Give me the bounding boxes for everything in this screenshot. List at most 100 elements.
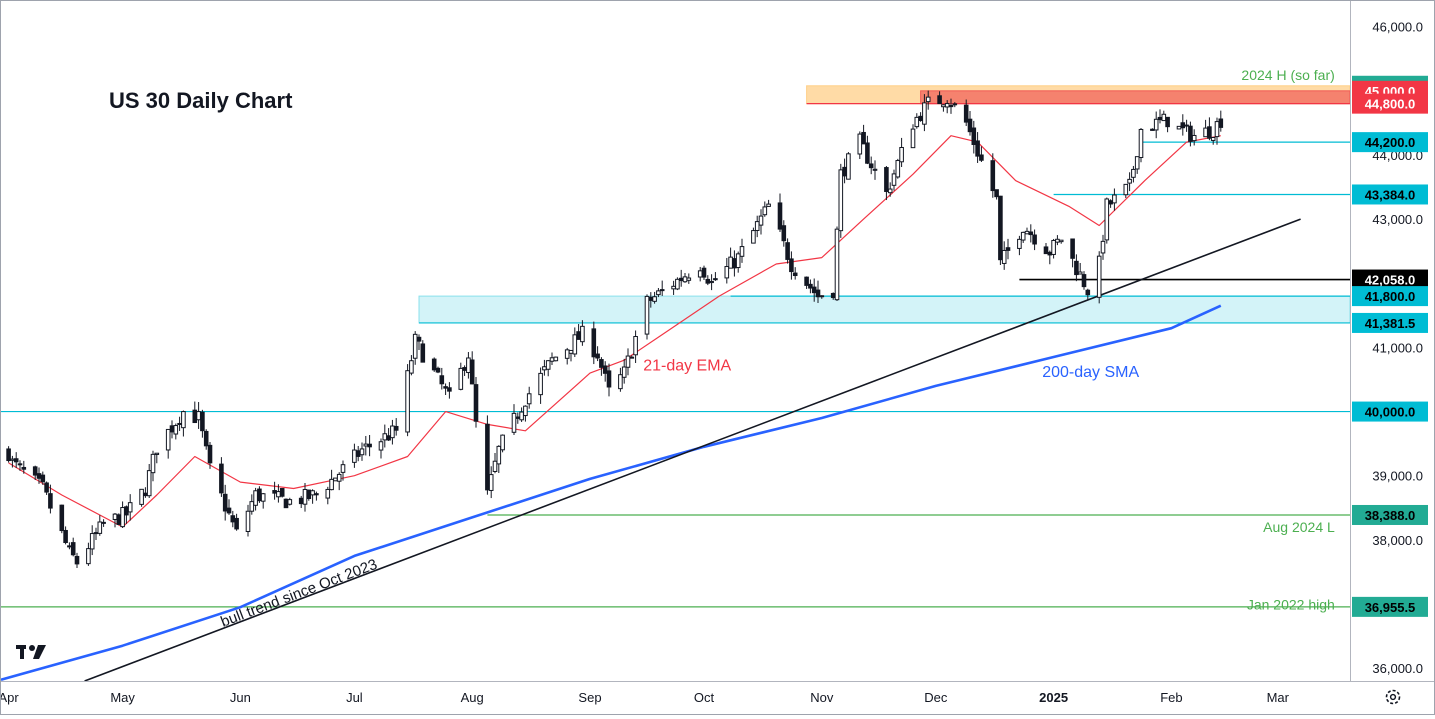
x-tick-label: Jun: [230, 690, 251, 705]
candle-body: [713, 278, 718, 281]
candle-body: [846, 153, 851, 180]
candle-body: [154, 452, 160, 455]
candle-body: [1005, 247, 1011, 251]
21-day-ema-line: [8, 135, 1221, 528]
candle-body: [857, 133, 863, 155]
annotation-200-day-sma: 200-day SMA: [1042, 364, 1139, 381]
candle-body: [1070, 238, 1075, 259]
candle-body: [469, 359, 475, 385]
candle-body: [1165, 116, 1170, 128]
candle-body: [948, 105, 954, 108]
candle-body: [272, 490, 277, 494]
settings-gear-icon[interactable]: [1385, 689, 1401, 705]
candle-body: [1203, 127, 1208, 138]
candle-body: [963, 104, 969, 123]
candle-body: [678, 277, 684, 282]
x-tick-label: Mar: [1267, 690, 1290, 705]
candle-body: [488, 474, 494, 491]
candle-body: [887, 188, 893, 194]
candle-body: [443, 386, 448, 389]
candle-body: [994, 189, 999, 198]
candle-body: [412, 333, 418, 359]
candles-layer: [6, 90, 1224, 568]
candle-body: [1001, 249, 1007, 264]
candle-body: [63, 529, 68, 544]
candle-body: [838, 169, 844, 232]
tradingview-logo[interactable]: [16, 645, 46, 659]
y-tick-label: 46,000.0: [1372, 20, 1423, 35]
candle-body: [656, 290, 661, 296]
candle-body: [173, 425, 179, 435]
candle-body: [891, 173, 897, 186]
candle-body: [819, 295, 825, 298]
candle-body: [435, 367, 441, 373]
candle-body: [944, 103, 950, 108]
x-tick-label: Aug: [461, 690, 484, 705]
price-label: 38,388.0: [1365, 508, 1416, 523]
200-day-sma-line: [0, 304, 1222, 681]
candle-body: [336, 473, 342, 482]
price-label: 41,381.5: [1365, 316, 1416, 331]
candle-body: [306, 489, 312, 500]
candle-body: [1108, 200, 1113, 205]
candle-body: [595, 353, 600, 359]
candle-body: [762, 206, 768, 216]
candle-body: [591, 328, 597, 358]
candle-body: [732, 258, 737, 269]
candle-body: [462, 367, 467, 371]
candle-body: [675, 278, 680, 290]
candle-body: [538, 372, 543, 396]
candle-body: [340, 464, 346, 473]
candle-body: [1134, 156, 1140, 170]
price-axis[interactable]: 36,000.037,000.038,000.039,000.040,000.0…: [1352, 20, 1428, 677]
annotation-21-day-ema: 21-day EMA: [643, 357, 731, 374]
candle-body: [496, 445, 502, 465]
candle-body: [568, 349, 574, 354]
candle-body: [918, 115, 923, 121]
x-tick-label: Apr: [1, 690, 19, 705]
price-label-box: [1352, 401, 1428, 422]
candle-body: [602, 365, 608, 374]
price-label-box: [1352, 184, 1428, 205]
candle-body: [975, 140, 980, 157]
candle-body: [200, 411, 205, 432]
candle-body: [1153, 118, 1159, 131]
candle-body: [333, 477, 338, 482]
price-label-box: [1352, 504, 1428, 525]
candle-body: [511, 412, 517, 433]
candle-body: [1100, 240, 1106, 254]
candle-body: [10, 458, 15, 461]
candle-body: [386, 435, 391, 441]
candle-body: [86, 548, 91, 565]
candle-body: [6, 448, 11, 462]
candle-body: [1150, 128, 1155, 131]
x-tick-label: Oct: [694, 690, 715, 705]
candle-body: [1081, 274, 1087, 288]
candle-body: [542, 366, 547, 371]
candle-body: [245, 510, 251, 532]
price-label: 43,384.0: [1365, 187, 1416, 202]
candle-body: [500, 434, 505, 451]
candle-body: [998, 195, 1003, 261]
candle-body: [378, 441, 384, 451]
candle-body: [32, 466, 38, 476]
candle-body: [545, 360, 551, 370]
price-label-box: [1352, 93, 1428, 114]
price-label: 44,800.0: [1365, 97, 1416, 112]
candle-body: [937, 95, 942, 105]
logo-slash: [33, 645, 46, 659]
candle-body: [572, 334, 578, 355]
candle-body: [735, 253, 741, 269]
candle-body: [44, 482, 49, 493]
candle-body: [599, 359, 604, 368]
candle-body: [1218, 118, 1224, 128]
annotations-layer: 2024 H (so far) Aug 2024 L Jan 2022 high 21…: [643, 67, 1335, 613]
candle-body: [485, 423, 490, 491]
candle-body: [59, 504, 65, 532]
candle-body: [701, 267, 707, 278]
x-tick-label: Dec: [924, 690, 948, 705]
time-axis[interactable]: Apr May Jun Jul Aug Sep Oct Nov Dec 2025 Feb Mar: [0, 690, 1290, 705]
candle-body: [416, 336, 422, 342]
candle-body: [697, 270, 703, 278]
